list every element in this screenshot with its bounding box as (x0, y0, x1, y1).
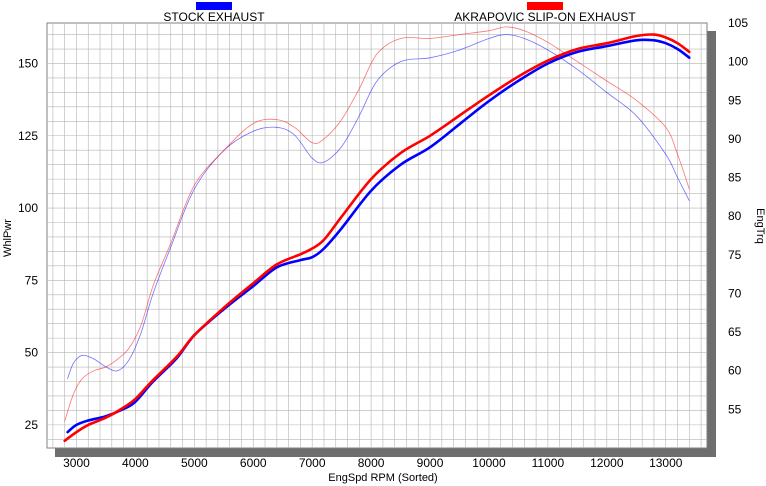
grid-lines (47, 23, 707, 448)
y-left-tick-label: 50 (25, 346, 39, 360)
x-tick-label: 11000 (532, 456, 565, 470)
series-lines (63, 26, 691, 443)
legend-label-stock: STOCK EXHAUST (163, 10, 265, 24)
x-tick-label: 7000 (299, 456, 326, 470)
plot-shadow-bottom (55, 448, 716, 457)
x-tick-label: 13000 (649, 456, 683, 470)
plot-shadow-right (707, 31, 716, 457)
x-tick-label: 10000 (472, 456, 506, 470)
y-right-tick-label: 70 (728, 286, 742, 300)
x-tick-label: 12000 (590, 456, 624, 470)
y-right-tick-label: 95 (728, 93, 742, 107)
y-axis-title-left: WhlPwr (2, 219, 14, 257)
y-left-tick-label: 75 (25, 273, 39, 287)
y-right-tick-label: 75 (728, 248, 742, 262)
x-axis-title: EngSpd RPM (Sorted) (328, 472, 437, 484)
x-tick-label: 9000 (417, 456, 444, 470)
x-tick-label: 4000 (122, 456, 149, 470)
series-line-akrapovic-power (63, 33, 691, 443)
y-left-tick-label: 25 (25, 418, 39, 432)
legend: STOCK EXHAUST AKRAPOVIC SLIP-ON EXHAUST (163, 2, 636, 24)
y-right-tick-label: 85 (728, 171, 742, 185)
x-tick-label: 3000 (63, 456, 90, 470)
legend-swatch-akrapovic (527, 2, 563, 10)
series-line-stock-power (66, 38, 691, 434)
plot-area (46, 22, 708, 449)
y-right-tick-label: 80 (728, 209, 742, 223)
y-axis-title-right: EngTrq (754, 208, 766, 244)
x-tick-label: 8000 (358, 456, 385, 470)
y-right-tick-label: 60 (728, 364, 742, 378)
y-left-tick-label: 100 (18, 201, 38, 215)
y-right-tick-label: 90 (728, 132, 742, 146)
y-right-tick-label: 100 (728, 55, 748, 69)
y-left-tick-label: 150 (18, 56, 38, 70)
y-left-tick-label: 125 (18, 129, 38, 143)
tick-labels: 3000 4000 5000 6000 7000 8000 9000 10000 11000 12… (18, 16, 748, 470)
y-right-tick-label: 65 (728, 325, 742, 339)
series-line-stock-torque (67, 34, 690, 379)
legend-label-akrapovic: AKRAPOVIC SLIP-ON EXHAUST (454, 10, 636, 24)
y-right-tick-label: 55 (728, 402, 742, 416)
x-tick-label: 6000 (240, 456, 267, 470)
y-right-tick-label: 105 (728, 16, 748, 30)
legend-swatch-stock (196, 2, 232, 10)
x-tick-label: 5000 (181, 456, 208, 470)
